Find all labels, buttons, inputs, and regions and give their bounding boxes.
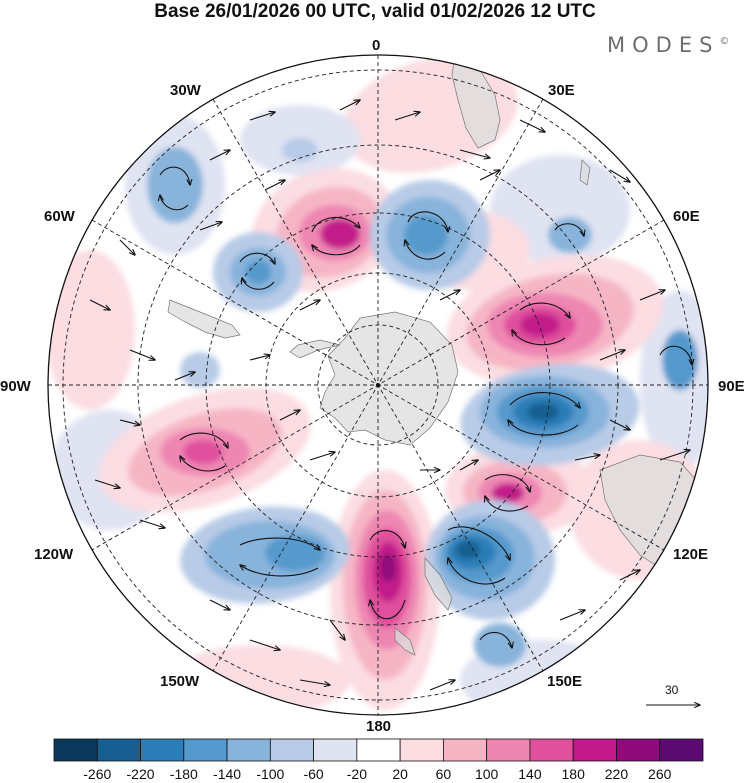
colorbar-tick-label: -20 <box>346 766 367 782</box>
lon-label-30w: 30W <box>170 82 201 99</box>
reference-vector-label: 30 <box>665 683 679 697</box>
lon-label-120e: 120E <box>673 546 709 563</box>
lon-label-90w: 90W <box>0 378 31 395</box>
colorbar-tick-label: -180 <box>169 766 198 782</box>
colorbar-bin <box>399 738 444 762</box>
colorbar-tick-label: -100 <box>256 766 285 782</box>
colorbar-bin <box>442 738 488 762</box>
colorbar-tick-label: 260 <box>648 766 672 782</box>
anomaly-field <box>48 55 708 715</box>
colorbar-bin <box>183 738 228 762</box>
lon-label-120w: 120W <box>34 546 74 563</box>
south-pole-marker <box>376 383 380 387</box>
colorbar-tick-label: 140 <box>518 766 542 782</box>
lon-label-150e: 150E <box>547 673 583 690</box>
lon-label-60w: 60W <box>44 208 75 225</box>
colorbar-bin <box>96 738 141 762</box>
colorbar-bin <box>53 738 98 762</box>
colorbar-bin <box>269 738 315 762</box>
logo-mark: © <box>719 36 730 47</box>
colorbar-bin <box>659 738 704 762</box>
colorbar-tick-label: 20 <box>392 766 408 782</box>
page-title: Base 26/01/2026 00 UTC, valid 01/02/2026… <box>154 1 596 22</box>
map-boundary <box>47 54 709 716</box>
colorbar-tick-label: 60 <box>435 766 452 782</box>
lon-label-150w: 150W <box>160 673 200 690</box>
colorbar-tick-label: 180 <box>561 766 585 782</box>
colorbar-bin <box>313 738 358 762</box>
lon-label-180: 180 <box>366 718 392 735</box>
colorbar-bin <box>226 738 271 762</box>
colorbar-tick-label: -220 <box>126 766 155 782</box>
colorbar-bin <box>486 738 531 762</box>
lon-label-60e: 60E <box>673 208 700 225</box>
wind-vectors <box>89 100 692 691</box>
colorbar-bin <box>572 738 617 762</box>
colorbar-bin <box>616 738 661 762</box>
lon-label-0: 0 <box>372 37 381 54</box>
colorbar-bin <box>356 738 401 762</box>
lon-label-90e: 90E <box>718 378 745 395</box>
lon-label-30e: 30E <box>548 82 575 99</box>
colorbar <box>53 738 704 762</box>
colorbar-bin <box>529 738 574 762</box>
colorbar-tick-label: 220 <box>604 766 629 782</box>
modes-logo: MODES© <box>607 33 729 57</box>
colorbar-bin <box>140 738 185 762</box>
colorbar-tick-label: -260 <box>83 766 112 782</box>
logo-text: MODES <box>607 33 720 57</box>
colorbar-tick-label: -140 <box>213 766 242 782</box>
colorbar-tick-label: -60 <box>303 766 324 782</box>
colorbar-tick-label: 100 <box>474 766 499 782</box>
